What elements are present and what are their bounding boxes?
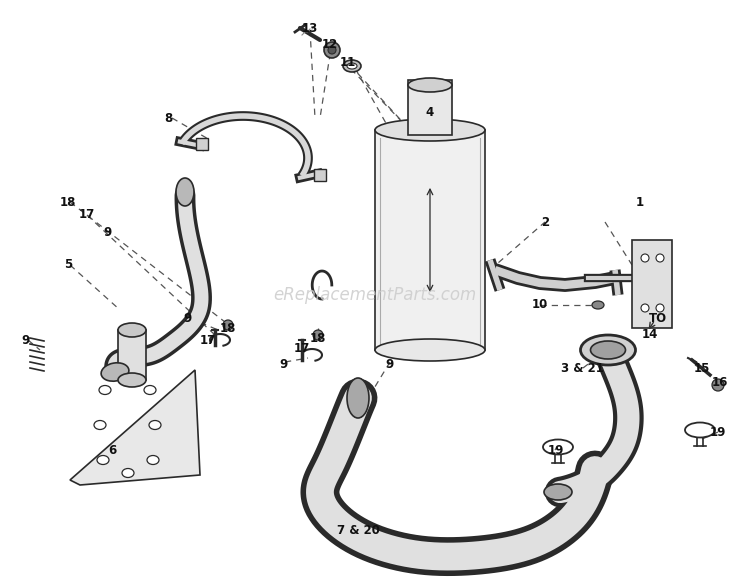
Text: 17: 17	[294, 342, 310, 355]
Bar	[314, 168, 326, 181]
Ellipse shape	[408, 78, 452, 92]
Text: 9: 9	[279, 359, 287, 371]
Ellipse shape	[122, 469, 134, 477]
Circle shape	[641, 254, 649, 262]
Text: 14: 14	[642, 329, 658, 342]
Text: 18: 18	[310, 332, 326, 345]
Circle shape	[712, 379, 724, 391]
Text: 8: 8	[164, 112, 172, 125]
Text: 12: 12	[322, 39, 338, 51]
Text: 18: 18	[220, 322, 236, 335]
Text: 17: 17	[79, 208, 95, 222]
Text: eReplacementParts.com: eReplacementParts.com	[273, 286, 477, 304]
Text: 5: 5	[64, 259, 72, 271]
Ellipse shape	[99, 386, 111, 394]
Circle shape	[641, 304, 649, 312]
FancyBboxPatch shape	[375, 130, 485, 350]
Ellipse shape	[176, 178, 194, 206]
Polygon shape	[70, 370, 200, 485]
Ellipse shape	[144, 386, 156, 394]
Bar	[196, 137, 208, 150]
Ellipse shape	[101, 363, 129, 381]
FancyBboxPatch shape	[632, 240, 672, 328]
Text: 10: 10	[532, 298, 548, 311]
FancyBboxPatch shape	[408, 80, 452, 135]
Ellipse shape	[580, 335, 635, 365]
Text: 9: 9	[183, 311, 191, 325]
Circle shape	[656, 304, 664, 312]
Ellipse shape	[147, 456, 159, 464]
Ellipse shape	[118, 323, 146, 337]
Text: 18: 18	[60, 195, 76, 208]
Text: 3 & 21: 3 & 21	[560, 362, 604, 374]
Ellipse shape	[590, 341, 626, 359]
Ellipse shape	[343, 60, 361, 72]
Ellipse shape	[375, 339, 485, 361]
Text: 13: 13	[302, 22, 318, 35]
Text: TO: TO	[649, 311, 667, 325]
Ellipse shape	[375, 119, 485, 141]
Circle shape	[328, 46, 336, 54]
Text: 1: 1	[636, 195, 644, 208]
Circle shape	[656, 254, 664, 262]
FancyBboxPatch shape	[118, 330, 146, 380]
Ellipse shape	[94, 421, 106, 429]
Text: 2: 2	[541, 215, 549, 229]
Ellipse shape	[592, 301, 604, 309]
Ellipse shape	[118, 373, 146, 387]
Text: 17: 17	[200, 333, 216, 346]
Text: 4: 4	[426, 105, 434, 119]
Text: 19: 19	[548, 443, 564, 456]
Circle shape	[223, 320, 233, 330]
Text: 15: 15	[694, 362, 710, 374]
Text: 9: 9	[386, 359, 394, 371]
Text: 9: 9	[21, 333, 29, 346]
Text: 16: 16	[712, 376, 728, 388]
Text: 7 & 20: 7 & 20	[337, 524, 380, 536]
Circle shape	[324, 42, 340, 58]
Text: 19: 19	[710, 425, 726, 439]
Ellipse shape	[97, 456, 109, 464]
Text: 6: 6	[108, 443, 116, 456]
Text: 11: 11	[340, 56, 356, 68]
Ellipse shape	[347, 63, 357, 69]
Ellipse shape	[347, 378, 369, 418]
Ellipse shape	[544, 484, 572, 500]
Text: 9: 9	[103, 225, 111, 239]
Ellipse shape	[149, 421, 161, 429]
Circle shape	[313, 330, 323, 340]
